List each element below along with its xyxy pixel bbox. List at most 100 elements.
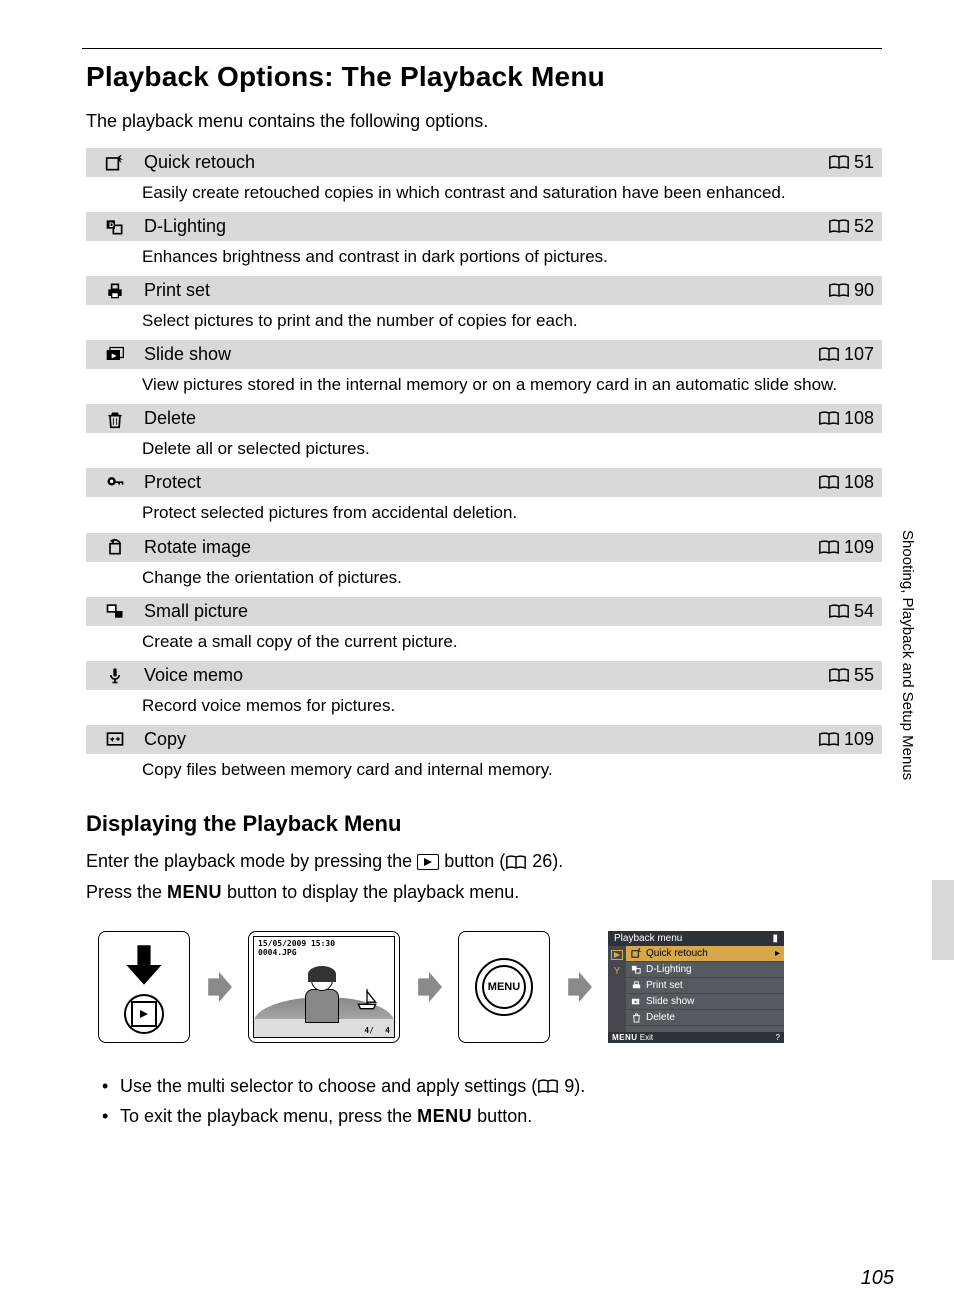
text: 26). [527, 851, 563, 871]
page-number-ref: 54 [854, 601, 874, 622]
option-name: Delete [140, 408, 818, 429]
delete-icon [90, 409, 140, 429]
sequence-arrow-icon [416, 971, 442, 1003]
text: 9). [559, 1076, 585, 1096]
bullet-item: Use the multi selector to choose and app… [102, 1071, 882, 1102]
page-number-ref: 107 [844, 344, 874, 365]
page-number-ref: 90 [854, 280, 874, 301]
top-rule [82, 48, 882, 49]
slide-show-icon [90, 345, 140, 365]
option-page-ref: 107 [818, 344, 874, 365]
option-desc: Change the orientation of pictures. [86, 563, 882, 597]
instruction-line-2: Press the MENU button to display the pla… [86, 878, 882, 907]
option-name: D-Lighting [140, 216, 828, 237]
delete-icon [630, 1012, 642, 1023]
option-desc: Record voice memos for pictures. [86, 691, 882, 725]
option-row: Voice memo 55 [86, 661, 882, 691]
option-page-ref: 90 [828, 280, 874, 301]
diagram-step-lcd: 15/05/2009 15:30 0004.JPG 4/ 4 [248, 931, 400, 1043]
lcd-counter: 4/ [364, 1026, 374, 1035]
camera-menu-item-label: Delete [646, 1012, 675, 1023]
camera-menu-item: Quick retouch ▸ [626, 946, 784, 962]
option-desc: Create a small copy of the current pictu… [86, 627, 882, 661]
bullet-item: To exit the playback menu, press the MEN… [102, 1101, 882, 1132]
option-desc: Copy files between memory card and inter… [86, 755, 882, 789]
camera-menu-item: Print set [626, 978, 784, 994]
manual-page: Playback Options: The Playback Menu The … [0, 0, 954, 1164]
option-desc: Enhances brightness and contrast in dark… [86, 242, 882, 276]
option-page-ref: 109 [818, 729, 874, 750]
option-desc: Easily create retouched copies in which … [86, 178, 882, 212]
text: button. [472, 1106, 532, 1126]
option-row: Protect 108 [86, 468, 882, 498]
option-page-ref: 51 [828, 152, 874, 173]
quick-retouch-icon [630, 948, 642, 959]
menu-button-label: MENU [417, 1106, 472, 1126]
option-name: Voice memo [140, 665, 828, 686]
sequence-arrow-icon [206, 971, 232, 1003]
camera-menu-item-label: Slide show [646, 996, 694, 1007]
option-row: Small picture 54 [86, 597, 882, 627]
option-name: Rotate image [140, 537, 818, 558]
diagram-step-menu-button: MENU [458, 931, 550, 1043]
rotate-image-icon [90, 537, 140, 557]
lcd-counter-total: 4 [385, 1026, 390, 1035]
book-icon [818, 411, 840, 426]
option-row: Copy 109 [86, 725, 882, 755]
protect-icon [90, 473, 140, 493]
camera-menu-title-bar: Playback menu ▮ [608, 931, 784, 946]
page-number-ref: 109 [844, 729, 874, 750]
print-set-icon [630, 980, 642, 991]
option-row: Print set 90 [86, 276, 882, 306]
option-name: Copy [140, 729, 818, 750]
help-icon: ? [776, 1033, 780, 1042]
voice-memo-icon [90, 665, 140, 685]
print-set-icon [90, 281, 140, 301]
menu-button-label: MENU [482, 965, 526, 1009]
page-number-ref: 52 [854, 216, 874, 237]
camera-menu-item: D-Lighting [626, 962, 784, 978]
camera-menu-item-label: Quick retouch [646, 948, 708, 959]
chevron-right-icon: ▸ [775, 948, 780, 959]
copy-icon [90, 729, 140, 749]
option-desc: Delete all or selected pictures. [86, 434, 882, 468]
option-desc: View pictures stored in the internal mem… [86, 370, 882, 404]
intro-text: The playback menu contains the following… [86, 111, 882, 132]
text: Enter the playback mode by pressing the [86, 851, 417, 871]
option-name: Print set [140, 280, 828, 301]
book-icon [828, 604, 850, 619]
menu-button-label: MENU [167, 882, 222, 902]
small-picture-icon [90, 601, 140, 621]
option-name: Quick retouch [140, 152, 828, 173]
d-lighting-icon [630, 964, 642, 975]
book-icon [818, 475, 840, 490]
option-page-ref: 109 [818, 537, 874, 558]
arrow-down-icon [122, 942, 166, 988]
option-row: D D-Lighting 52 [86, 212, 882, 242]
page-number-ref: 108 [844, 408, 874, 429]
option-page-ref: 52 [828, 216, 874, 237]
book-icon [505, 855, 527, 870]
option-name: Protect [140, 472, 818, 493]
book-icon [828, 283, 850, 298]
text: button ( [444, 851, 505, 871]
option-row: Delete 108 [86, 404, 882, 434]
option-name: Slide show [140, 344, 818, 365]
diagram-step-playback [98, 931, 190, 1043]
option-row: Slide show 107 [86, 340, 882, 370]
playback-tab-icon [611, 950, 623, 960]
lcd-timestamp: 15/05/2009 15:30 [258, 939, 335, 948]
option-desc: Select pictures to print and the number … [86, 306, 882, 340]
page-number-ref: 51 [854, 152, 874, 173]
option-desc: Protect selected pictures from accidenta… [86, 498, 882, 532]
option-row: Quick retouch 51 [86, 148, 882, 178]
book-icon [828, 668, 850, 683]
page-title: Playback Options: The Playback Menu [86, 61, 882, 93]
playback-button-icon [124, 994, 164, 1034]
camera-menu-title: Playback menu [614, 933, 682, 944]
camera-menu-item-label: Print set [646, 980, 683, 991]
book-icon [818, 732, 840, 747]
page-number-ref: 109 [844, 537, 874, 558]
book-icon [828, 219, 850, 234]
thumb-tab [932, 880, 954, 960]
